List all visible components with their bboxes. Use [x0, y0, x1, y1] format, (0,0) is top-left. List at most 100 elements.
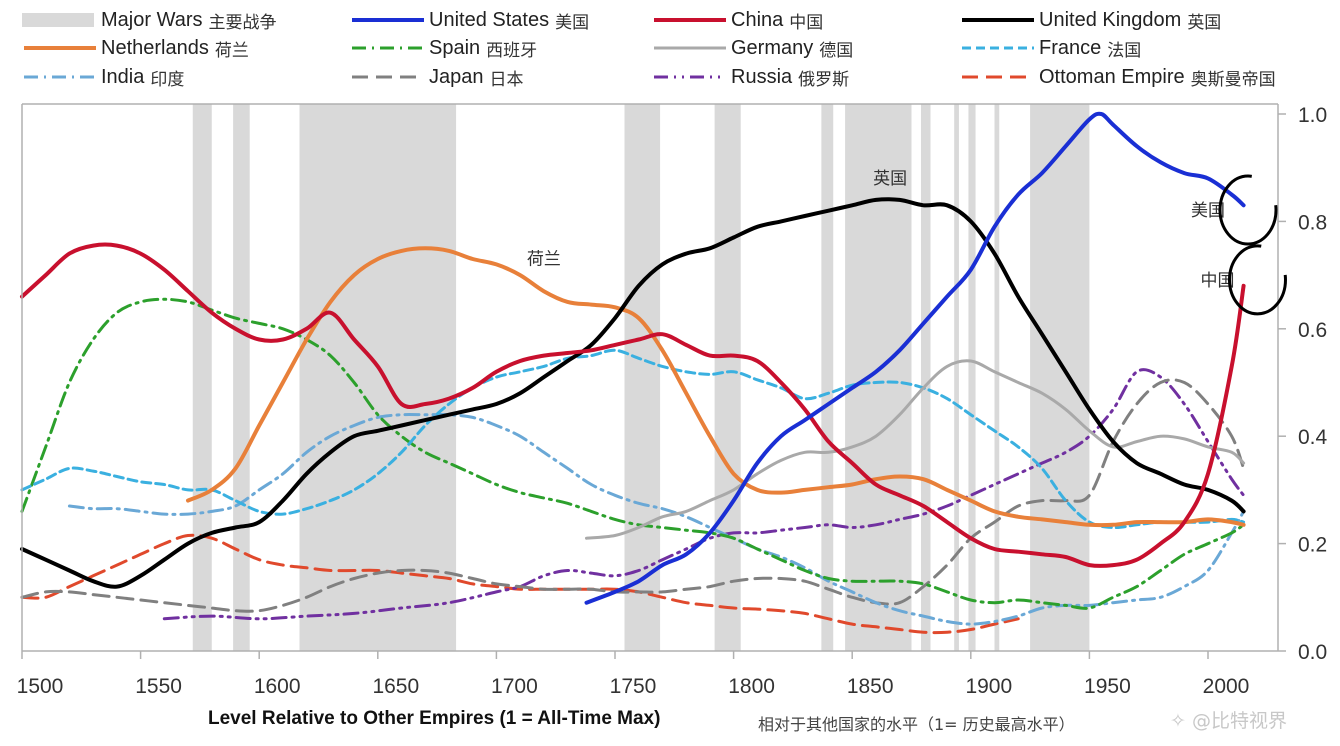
legend-item-india: India 印度	[22, 64, 184, 90]
war-band	[299, 104, 457, 651]
x-tick-label: 1550	[135, 675, 182, 698]
legend-item-russia: Russia 俄罗斯	[652, 64, 849, 90]
legend-label-cn: 西班牙	[486, 40, 538, 61]
series-line-germany	[585, 359, 1246, 540]
legend-label-cn: 法国	[1107, 40, 1142, 61]
series-line-china	[20, 242, 1246, 568]
war-band	[821, 104, 834, 651]
war-bands	[192, 104, 1090, 651]
legend-swatch-wars	[22, 13, 94, 27]
x-tick-label: 1900	[965, 675, 1012, 698]
legend-item-germany: Germany 德国	[652, 35, 853, 61]
series-line-us	[584, 111, 1246, 605]
y-tick-label: 0.2	[1298, 534, 1327, 557]
war-band	[624, 104, 661, 651]
legend-item-spain: Spain 西班牙	[350, 35, 537, 61]
legend-item-netherlands: Netherlands 荷兰	[22, 35, 249, 61]
x-tick-label: 1500	[17, 675, 64, 698]
legend-swatch-netherlands	[24, 46, 96, 50]
war-band	[920, 104, 931, 651]
watermark-icon: ✧	[1170, 710, 1192, 732]
legend-label-cn: 美国	[555, 12, 590, 33]
legend-item-wars: Major Wars 主要战争	[22, 7, 276, 33]
legend-label-cn: 日本	[489, 69, 524, 90]
annotation-label: 美国	[1191, 201, 1225, 221]
annotation-label: 荷兰	[527, 249, 561, 269]
legend-label-cn: 主要战争	[208, 12, 277, 33]
legend-label-cn: 德国	[819, 40, 854, 61]
series-line-ottoman	[20, 533, 1020, 635]
legend-item-ottoman: Ottoman Empire 奥斯曼帝国	[960, 64, 1276, 90]
annotation-circle	[1227, 244, 1287, 316]
legend-label-cn: 中国	[789, 12, 824, 33]
y-tick-label: 0.6	[1298, 319, 1327, 342]
series-lines	[20, 111, 1246, 635]
y-tick-label: 0.8	[1298, 211, 1327, 234]
legend-swatch-us	[352, 18, 424, 22]
watermark-text: @比特视界	[1191, 710, 1287, 732]
annotation-circle	[1218, 174, 1278, 246]
legend-label: India	[101, 65, 145, 88]
legend-swatch-uk	[962, 18, 1034, 22]
legend-swatch-japan	[352, 75, 424, 79]
series-line-spain	[20, 297, 1246, 610]
war-band	[1030, 104, 1090, 651]
legend-swatch-india	[24, 75, 96, 79]
legend-label: Japan	[429, 65, 484, 88]
legend-label: Major Wars	[101, 8, 203, 31]
watermark: ✧ @比特视界	[1170, 706, 1287, 733]
y-tick-label: 0.4	[1298, 426, 1328, 449]
x-tick-label: 1700	[491, 675, 538, 698]
x-tick-label: 1950	[1084, 675, 1131, 698]
war-band	[954, 104, 959, 651]
legend-item-japan: Japan 日本	[350, 64, 524, 90]
legend-label: China	[731, 8, 784, 31]
legend-label-cn: 奥斯曼帝国	[1190, 69, 1276, 90]
legend-label: France	[1039, 36, 1102, 59]
legend-label-cn: 英国	[1187, 12, 1222, 33]
legend-swatch-ottoman	[962, 75, 1034, 79]
x-tick-label: 2000	[1203, 675, 1250, 698]
x-tick-label: 1650	[372, 675, 419, 698]
legend-label: Russia	[731, 65, 793, 88]
legend-label: United States	[429, 8, 550, 31]
annotation-label: 中国	[1200, 271, 1234, 291]
annotation-label: 英国	[873, 169, 907, 189]
series-line-netherlands	[186, 246, 1246, 528]
y-tick-label: 1.0	[1298, 104, 1327, 127]
war-band	[845, 104, 912, 651]
war-band	[192, 104, 212, 651]
legend-swatch-france	[962, 46, 1034, 50]
legend-label: Spain	[429, 36, 481, 59]
series-line-france	[20, 348, 1246, 530]
x-tick-label: 1850	[847, 675, 894, 698]
legend-swatch-china	[654, 18, 726, 22]
x-tick-label: 1600	[254, 675, 301, 698]
legend-swatch-russia	[654, 75, 726, 79]
war-band	[968, 104, 976, 651]
axes: 1500 1550 1600 1650 1700 1750 1800 1850 1900 1950…	[17, 103, 1328, 698]
war-band	[233, 104, 250, 651]
series-line-japan	[20, 378, 1246, 613]
legend-label-cn: 俄罗斯	[798, 69, 850, 90]
legend-item-us: United States 美国	[350, 7, 589, 33]
legend-label-cn: 荷兰	[214, 40, 249, 61]
legend-swatch-germany	[654, 46, 726, 50]
x-axis-title-en: Level Relative to Other Empires (1 = All…	[208, 708, 661, 729]
x-tick-label: 1750	[610, 675, 657, 698]
legend-label-cn: 印度	[150, 69, 185, 90]
legend-item-uk: United Kingdom 英国	[960, 7, 1221, 33]
legend-label: United Kingdom	[1039, 8, 1182, 31]
y-tick-label: 0.0	[1298, 641, 1327, 664]
legend-item-france: France 法国	[960, 35, 1141, 61]
series-line-uk	[20, 197, 1246, 589]
x-axis-title-cn: 相对于其他国家的水平（1= 历史最高水平）	[758, 715, 1075, 734]
legend-swatch-spain	[352, 46, 424, 50]
legend-label: Germany	[731, 36, 814, 59]
x-tick-label: 1800	[728, 675, 775, 698]
chart-legend: Major Wars 主要战争 United States 美国 China 中国 Unit…	[0, 0, 1340, 100]
war-band	[994, 104, 1000, 651]
legend-label: Ottoman Empire	[1039, 65, 1185, 88]
